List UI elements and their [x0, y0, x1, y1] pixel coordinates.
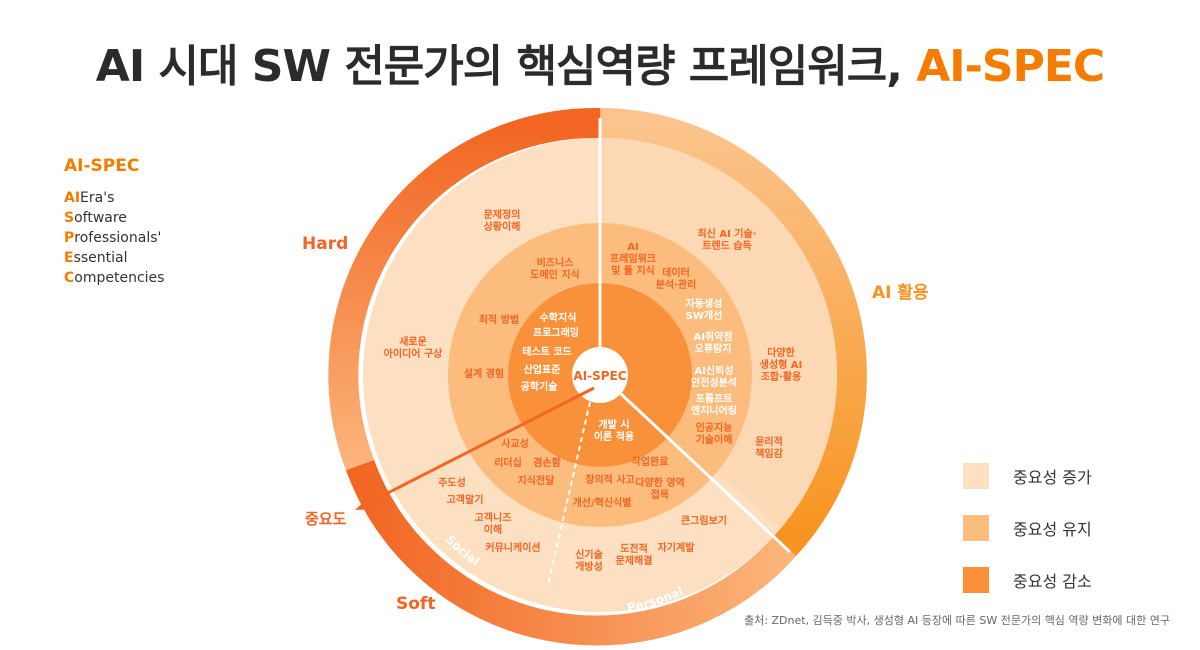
competency-label: 프로그래밍 [533, 326, 579, 339]
competency-label: 큰그림보기 [681, 514, 727, 527]
acronym-row: Competencies [64, 270, 165, 286]
legend-item: 중요성 증가 [963, 450, 1092, 502]
competency-label: 수학지식 [540, 311, 577, 324]
competency-label: 인공지능 기술이해 [696, 421, 733, 446]
divider-right [619, 392, 792, 554]
title-main: AI 시대 SW 전문가의 핵심역량 프레임워크, [95, 41, 903, 92]
competency-label: 고객니즈 이해 [475, 511, 512, 536]
competency-label: 자동생성 SW개선 [686, 297, 723, 322]
competency-label: 산업표준 [524, 363, 561, 376]
competency-label: 윤리적 책임감 [755, 435, 783, 460]
competency-label: 겸손함 [533, 456, 561, 469]
competency-label: AI취약점 오류탐지 [693, 330, 732, 355]
acronym-row: Essential [64, 250, 128, 266]
competency-label: 다양한 생성형 AI 조합·활용 [760, 346, 803, 383]
legend-swatch [963, 567, 989, 593]
divider-social-personal [547, 401, 591, 586]
acronym-row: AIEra's [64, 190, 115, 206]
center-label: AI-SPEC [573, 369, 626, 383]
competency-label: 최적 방법 [479, 313, 519, 326]
competency-label: 새로운 아이디어 구상 [384, 335, 443, 360]
label-importance: 중요도 [305, 510, 347, 528]
legend-item: 중요성 감소 [963, 554, 1092, 606]
competency-label: 커뮤니케이션 [485, 541, 540, 554]
label-hard: Hard [302, 234, 348, 254]
competency-label: AI 프레임워크 및 툴 지식 [610, 242, 656, 277]
legend-item: 중요성 유지 [963, 502, 1092, 554]
label-ai-use: AI 활용 [872, 282, 929, 303]
acronym-legend: AI-SPEC AIEra's Software Professionals' … [64, 156, 164, 288]
importance-legend: 중요성 증가 중요성 유지 중요성 감소 [963, 450, 1092, 606]
competency-label: 개발 시 이론 적용 [594, 418, 634, 443]
source-citation: 출처: ZDnet, 김득중 박사, 생성형 AI 등장에 따른 SW 전문가의… [744, 614, 1170, 627]
legend-label: 중요성 유지 [1013, 520, 1092, 539]
competency-label: 자기계발 [658, 541, 696, 554]
acronym-row: Software [64, 210, 127, 226]
center-circle [572, 347, 628, 403]
competency-label: 지식전달 [518, 474, 556, 487]
label-soft: Soft [396, 594, 435, 614]
outer-ring-ai [599, 108, 867, 557]
competency-label: 다양한 영역 접목 [635, 476, 684, 501]
outer-ring-soft [345, 459, 797, 646]
competency-label: 설계 경험 [464, 367, 504, 380]
competency-label: 도전적 문제해결 [616, 542, 653, 567]
competency-label: 작업완료 [632, 455, 669, 468]
competency-label: 고객알기 [447, 493, 484, 506]
competency-label: 주도성 [438, 476, 466, 489]
legend-swatch [963, 515, 989, 541]
legend-label: 중요성 증가 [1013, 468, 1092, 487]
legend-swatch [963, 463, 989, 489]
legend-label: 중요성 감소 [1013, 572, 1092, 591]
competency-label: 개선/혁신식별 [573, 496, 632, 509]
page-title: AI 시대 SW 전문가의 핵심역량 프레임워크, AI-SPEC [0, 30, 1200, 94]
competency-label: 테스트 코드 [522, 345, 571, 358]
importance-arrow-line [367, 386, 595, 505]
competency-label: 사교성 [501, 437, 529, 450]
competency-label: 신기술 개방성 [575, 548, 603, 573]
outer-ring-hard [328, 107, 601, 471]
competency-label: 문제정의 상황이해 [484, 208, 521, 233]
title-accent: AI-SPEC [916, 41, 1105, 92]
competency-label: 최신 AI 기술· 트렌드 습득 [697, 227, 756, 252]
competency-label: 비즈니스 도메인 지식 [530, 256, 579, 281]
competency-label: 창의적 사고 [585, 473, 634, 486]
acronym-row: Professionals' [64, 230, 162, 246]
competency-label: 프롬프트 엔지니어링 [691, 393, 737, 417]
competency-label: AI신뢰성 안전성분석 [691, 364, 737, 389]
competency-label: 공학기술 [521, 380, 558, 393]
competency-label: 리더십 [494, 456, 522, 469]
importance-arrow-head [355, 494, 378, 510]
competency-label: 데이터 분석·관리 [656, 266, 697, 291]
acronym-heading: AI-SPEC [64, 156, 140, 176]
